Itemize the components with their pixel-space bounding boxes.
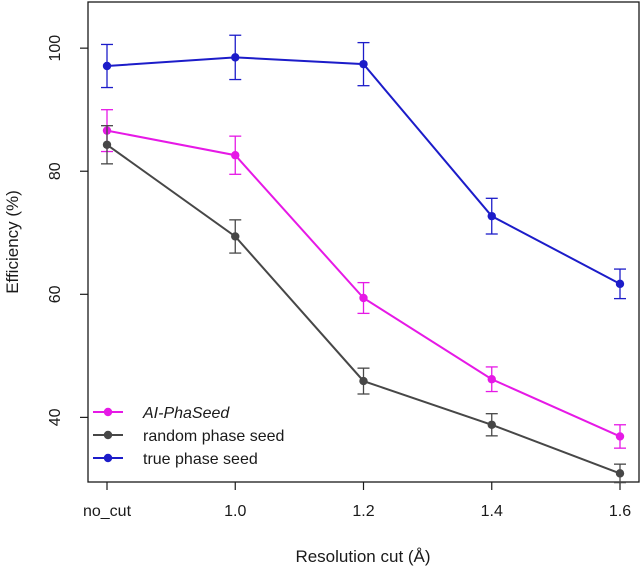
data-point [231, 232, 240, 241]
legend-marker [103, 407, 113, 417]
data-point [487, 211, 496, 221]
series-2 [101, 34, 626, 300]
legend-label: AI-PhaSeed [142, 405, 230, 422]
data-point [487, 420, 496, 429]
data-point [359, 59, 368, 69]
y-tick-label: 80 [47, 162, 64, 180]
x-tick-label: 1.2 [352, 503, 374, 520]
series-1 [101, 125, 626, 484]
data-point [615, 469, 625, 478]
x-axis-title: Resolution cut (Å) [295, 547, 430, 566]
legend-label: random phase seed [143, 428, 284, 445]
data-point [359, 376, 368, 386]
legend-marker [103, 453, 113, 463]
data-point [231, 151, 240, 160]
x-axis: no_cut 1.0 1.2 1.4 1.6 [83, 482, 631, 520]
data-point [487, 375, 496, 384]
y-axis-title: Efficiency (%) [3, 190, 22, 294]
y-axis: 40 60 80 100 [47, 35, 88, 426]
series-line [106, 56, 621, 285]
series-0 [101, 109, 626, 449]
data-point [231, 53, 240, 62]
data-point [102, 140, 112, 149]
y-tick-label: 100 [47, 35, 64, 62]
legend-label: true phase seed [143, 451, 258, 468]
y-tick-label: 40 [47, 408, 64, 426]
data-point [359, 293, 368, 303]
legend-marker [103, 430, 113, 440]
data-point [102, 61, 112, 71]
x-tick-label: 1.6 [609, 503, 631, 520]
x-tick-label: no_cut [83, 503, 132, 520]
y-tick-label: 60 [47, 285, 64, 303]
legend: AI-PhaSeed random phase seed true phase se… [93, 405, 284, 468]
series-layer [101, 34, 626, 484]
data-point [615, 432, 625, 441]
x-tick-label: 1.0 [224, 503, 246, 520]
data-point [615, 279, 625, 289]
x-tick-label: 1.4 [481, 503, 503, 520]
